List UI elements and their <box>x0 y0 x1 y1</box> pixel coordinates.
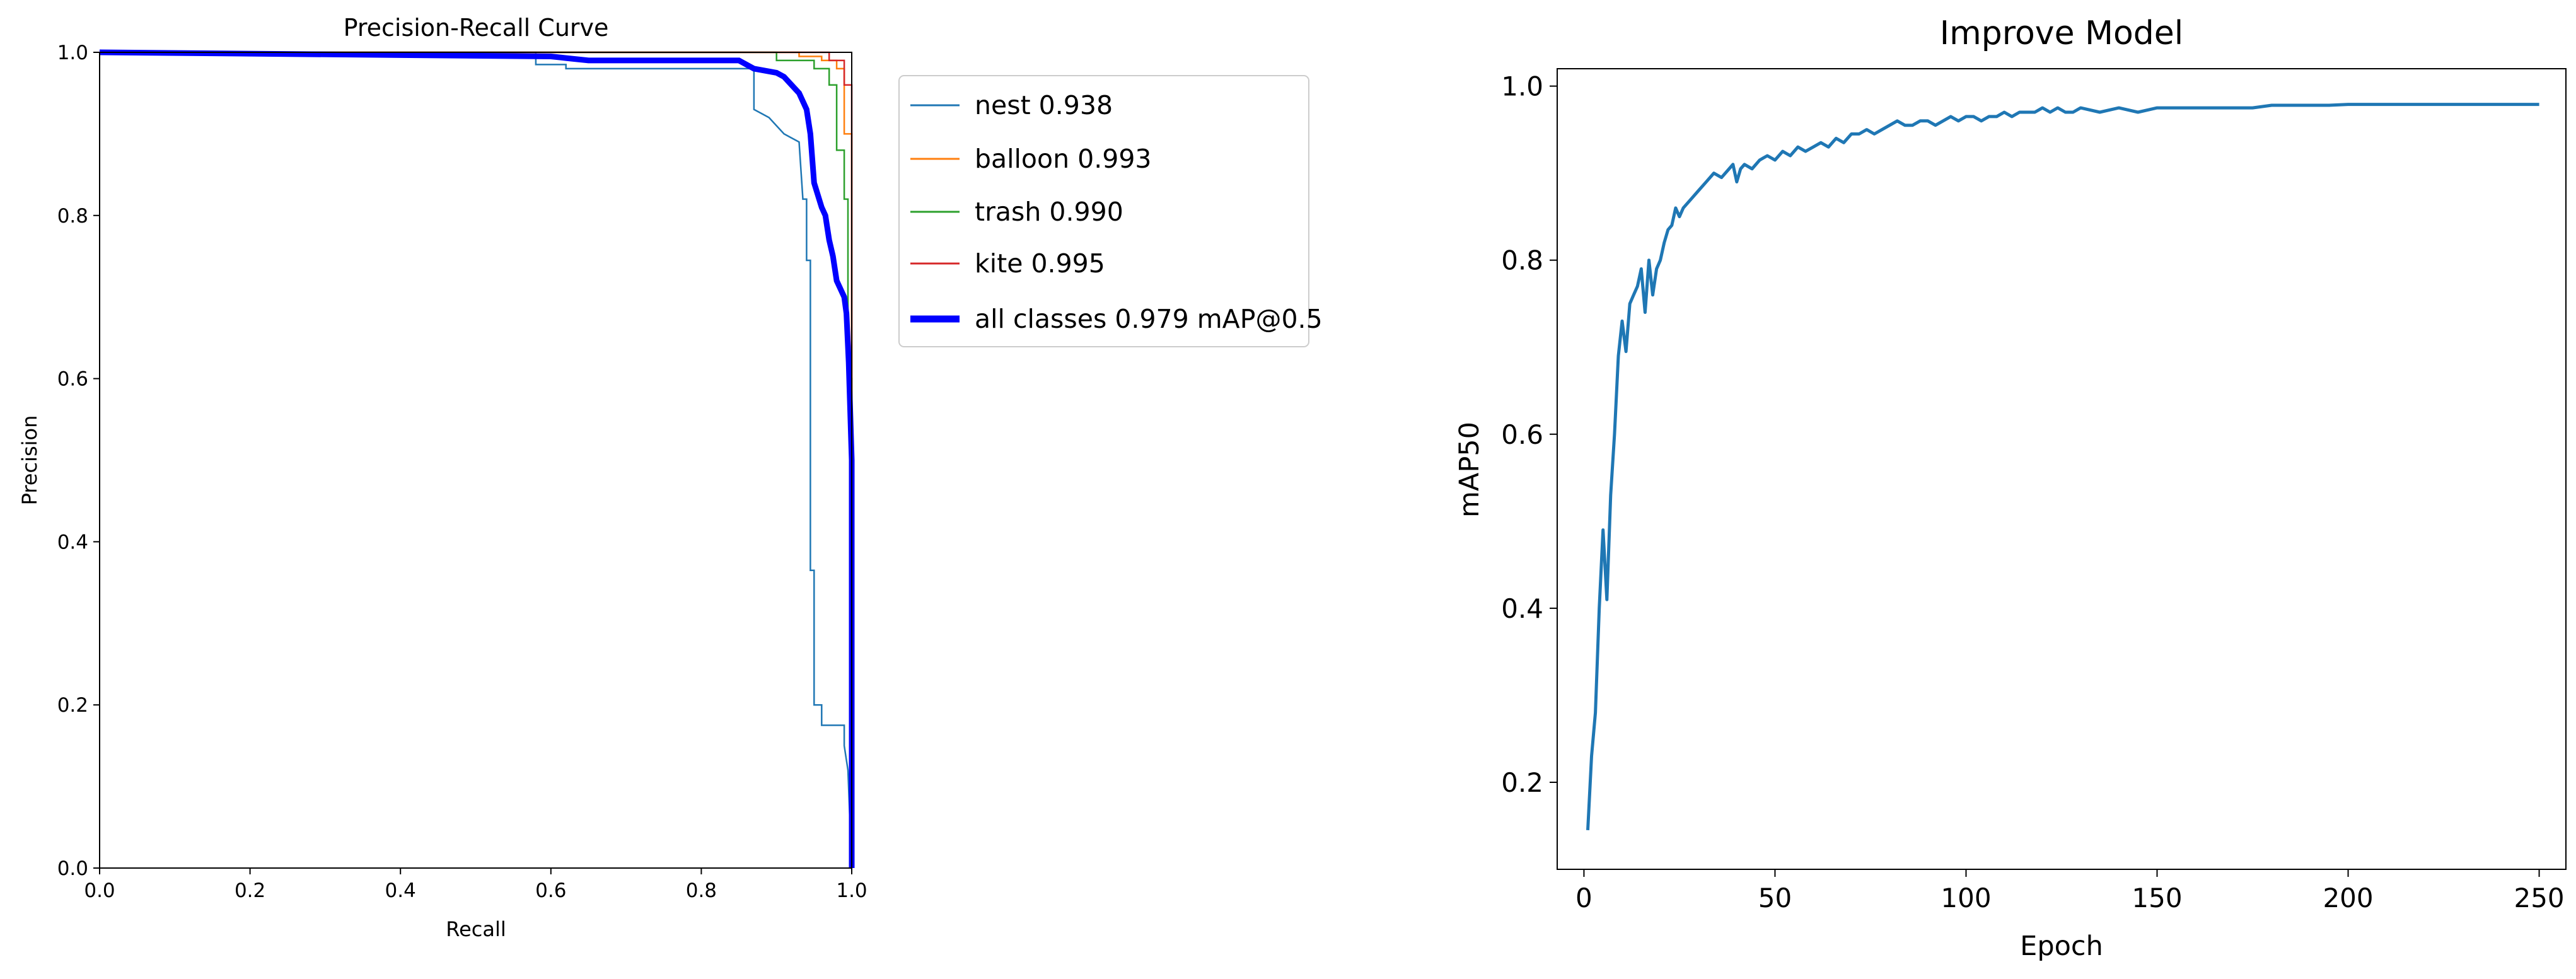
legend-label-all-classes: all classes 0.979 mAP@0.5 <box>975 304 1323 334</box>
pr-y-tick-label: 0.2 <box>57 694 88 717</box>
map-series-group <box>1586 103 2539 831</box>
pr-x-tick-label: 0.0 <box>84 879 115 902</box>
map-series-line <box>1586 103 2539 831</box>
pr-x-axis-label: Recall <box>446 917 506 941</box>
pr-y-tick-label: 0.8 <box>57 205 88 228</box>
map-x-tick-label: 150 <box>2132 883 2182 913</box>
legend-label-balloon: balloon 0.993 <box>975 144 1152 174</box>
pr-chart-title: Precision-Recall Curve <box>344 14 609 42</box>
pr-y-axis-label: Precision <box>18 415 42 506</box>
map-x-ticks: 0 50 100 150 200 250 <box>1575 869 2565 913</box>
pr-y-tick-label: 0.4 <box>57 531 88 553</box>
improve-model-chart: Improve Model 0 50 100 150 200 250 0.20.40.60… <box>1454 14 2567 962</box>
map-y-tick-label: 0.2 <box>1501 767 1543 798</box>
legend-label-kite: kite 0.995 <box>975 248 1105 279</box>
map-y-axis-label: mAP50 <box>1454 422 1485 518</box>
pr-x-ticks: 0.0 0.2 0.4 0.6 0.8 1.0 <box>84 868 867 902</box>
map-plot-frame <box>1557 68 2567 870</box>
pr-y-tick-label: 0.6 <box>57 368 88 391</box>
pr-plot-frame <box>99 52 852 869</box>
pr-x-tick-label: 0.8 <box>686 879 717 902</box>
map-y-ticks: 0.2 0.4 0.6 0.8 1.0 <box>1501 71 1557 798</box>
pr-legend-frame <box>898 75 1309 347</box>
pr-x-tick-label: 0.6 <box>535 879 566 902</box>
legend-label-trash: trash 0.990 <box>975 197 1123 227</box>
pr-series-line-2 <box>100 51 853 868</box>
pr-series-line-3 <box>100 51 853 868</box>
pr-legend: nest 0.938 balloon 0.993 trash 0.990 kit… <box>898 75 1323 347</box>
map-x-axis-label: Epoch <box>2020 930 2103 962</box>
pr-series-line-0 <box>100 51 853 869</box>
pr-y-tick-label: 1.0 <box>57 42 88 64</box>
map-y-tick-label: 0.6 <box>1501 419 1543 450</box>
precision-recall-chart: Precision-Recall Curve 0.0 0.2 0.4 0.6 0.8 1.… <box>18 14 1323 941</box>
pr-x-tick-label: 0.2 <box>235 879 265 902</box>
pr-x-tick-label: 0.4 <box>385 879 416 902</box>
map-x-tick-label: 50 <box>1758 883 1792 913</box>
map-chart-title: Improve Model <box>1940 14 2183 52</box>
pr-y-ticks: 0.0 0.2 0.4 0.6 0.8 1.0 <box>57 42 100 880</box>
map-y-tick-label: 1.0 <box>1501 71 1543 102</box>
pr-series-group <box>99 49 855 869</box>
map-x-tick-label: 0 <box>1575 883 1593 913</box>
pr-y-tick-label: 0.0 <box>57 857 88 880</box>
map-x-tick-label: 250 <box>2514 883 2564 913</box>
pr-x-tick-label: 1.0 <box>836 879 867 902</box>
pr-series-line-1 <box>100 51 853 868</box>
map-x-tick-label: 200 <box>2323 883 2373 913</box>
map-x-tick-label: 100 <box>1941 883 1991 913</box>
map-y-tick-label: 0.8 <box>1501 245 1543 276</box>
legend-label-nest: nest 0.938 <box>975 90 1113 120</box>
map-y-tick-label: 0.4 <box>1501 593 1543 624</box>
pr-series-line-4 <box>99 49 855 868</box>
